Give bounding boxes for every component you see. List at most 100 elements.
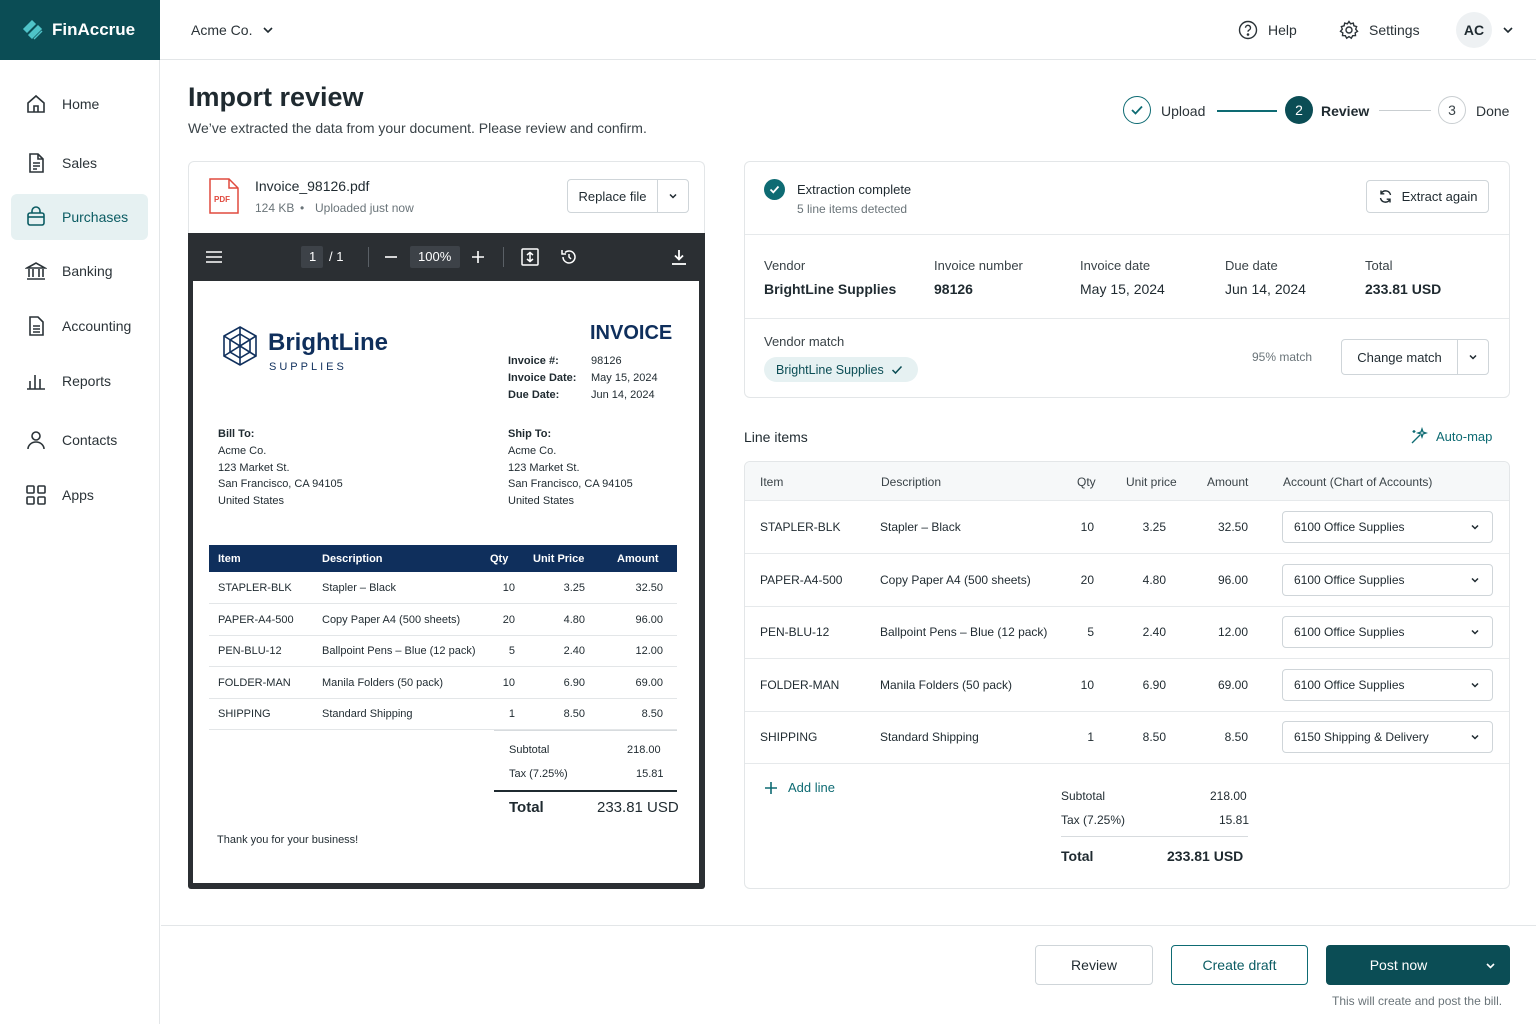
- account-select[interactable]: 6150 Shipping & Delivery: [1282, 721, 1493, 753]
- chevron-down-icon: [1471, 524, 1479, 530]
- invoice-cell: SHIPPING: [218, 708, 271, 720]
- avatar[interactable]: AC: [1456, 12, 1492, 48]
- settings-button[interactable]: Settings: [1339, 0, 1420, 60]
- account-select[interactable]: 6100 Office Supplies: [1282, 616, 1493, 648]
- zoom-level[interactable]: 100%: [418, 249, 452, 264]
- page-number-input-bg: [301, 246, 323, 268]
- invoice-row-divider: [209, 603, 677, 604]
- field-value-due-date[interactable]: Jun 14, 2024: [1225, 281, 1306, 297]
- chevron-down-icon: [669, 193, 677, 199]
- invoice-col-header: Unit Price: [533, 553, 585, 565]
- invoice-meta-label: Invoice #:: [508, 355, 559, 367]
- row-divider: [745, 710, 1509, 712]
- replace-file-menu-button[interactable]: [657, 179, 689, 213]
- tax-label: Tax (7.25%): [1061, 813, 1126, 827]
- sidebar-item-banking[interactable]: Banking: [11, 248, 148, 294]
- top-bar: [160, 0, 1536, 60]
- page-number-input[interactable]: 1: [309, 249, 317, 264]
- invoice-cell: Standard Shipping: [322, 708, 413, 720]
- download-icon[interactable]: [670, 248, 688, 266]
- step-connector: [1379, 110, 1431, 111]
- cell-description: Stapler – Black: [880, 520, 961, 534]
- create-draft-button[interactable]: Create draft: [1171, 945, 1308, 985]
- totals-divider: [1061, 836, 1248, 837]
- sidebar-item-sales[interactable]: Sales: [11, 140, 148, 186]
- sidebar-item-accounting[interactable]: Accounting: [11, 303, 148, 349]
- post-now-menu-button[interactable]: [1471, 945, 1510, 985]
- change-match-button[interactable]: Change match: [1341, 339, 1458, 375]
- sidebar-item-purchases[interactable]: Purchases: [11, 194, 148, 240]
- sidebar-item-home[interactable]: Home: [11, 81, 148, 127]
- account-select[interactable]: 6100 Office Supplies: [1282, 563, 1493, 596]
- step-upload-label: Upload: [1161, 103, 1206, 119]
- invoice-cell: 4.80: [563, 613, 585, 626]
- vendor-match-chip[interactable]: BrightLine Supplies: [764, 357, 918, 382]
- invoice-cell: 12.00: [635, 645, 663, 657]
- col-header-amount: Amount: [1207, 475, 1249, 489]
- invoice-row-divider: [209, 634, 677, 636]
- help-button[interactable]: Help: [1238, 0, 1297, 60]
- invoice-cell: 1: [508, 708, 515, 720]
- bank-icon: [25, 262, 47, 280]
- file-name: Invoice_98126.pdf: [255, 178, 370, 194]
- auto-map-button[interactable]: Auto-map: [1410, 427, 1492, 445]
- tax-value: 15.81: [1219, 813, 1250, 827]
- field-value-invoice-number[interactable]: 98126: [934, 281, 973, 297]
- cell-description: Copy Paper A4 (500 sheets): [880, 572, 1031, 587]
- replace-file-button[interactable]: Replace file: [567, 179, 658, 213]
- chevron-down-icon: [1486, 962, 1495, 969]
- account-select[interactable]: 6100 Office Supplies: [1282, 511, 1493, 543]
- bill-to-line: United States: [218, 495, 285, 507]
- bill-to-line: Acme Co.: [218, 445, 267, 457]
- invoice-cell: 6.90: [563, 676, 585, 689]
- divider: [745, 318, 1509, 319]
- sparkle-icon: [1411, 427, 1428, 444]
- extraction-title: Extraction complete: [797, 182, 912, 197]
- cell-qty: 20: [1080, 572, 1094, 587]
- sidebar-item-label: Banking: [62, 263, 113, 279]
- company-name: Acme Co.: [191, 22, 253, 38]
- sidebar-item-apps[interactable]: Apps: [11, 472, 148, 518]
- post-now-button[interactable]: Post now: [1369, 957, 1428, 973]
- check-icon: [891, 365, 902, 374]
- col-header-description: Description: [881, 475, 942, 489]
- sidebar-item-contacts[interactable]: Contacts: [11, 417, 148, 463]
- subtotal-label: Subtotal: [1061, 789, 1106, 803]
- account-select[interactable]: 6100 Office Supplies: [1282, 668, 1493, 701]
- field-value-invoice-date[interactable]: May 15, 2024: [1080, 281, 1165, 297]
- change-match-menu-button[interactable]: [1457, 339, 1489, 375]
- zoom-out-icon[interactable]: [384, 250, 398, 264]
- grid-icon: [26, 485, 46, 505]
- field-label-total: Total: [1365, 258, 1393, 273]
- invoice-row-divider: [209, 697, 677, 699]
- toolbar-divider: [368, 247, 369, 267]
- gear-icon: [1339, 20, 1359, 40]
- zoom-in-icon[interactable]: [471, 250, 485, 264]
- company-switcher[interactable]: Acme Co.: [191, 0, 274, 60]
- fit-page-icon[interactable]: [521, 248, 539, 266]
- rotate-icon[interactable]: [559, 247, 579, 267]
- account-menu-chevron-icon[interactable]: [1502, 24, 1514, 36]
- invoice-subtotal-value: 218.00: [627, 744, 661, 756]
- sidebar-item-reports[interactable]: Reports: [11, 358, 148, 404]
- cell-item: SHIPPING: [760, 730, 818, 744]
- account-select-value: 6100 Office Supplies: [1294, 677, 1405, 692]
- app-logo[interactable]: FinAccrue: [0, 0, 160, 60]
- add-line-button[interactable]: Add line: [764, 780, 835, 795]
- upload-status: Uploaded just now: [315, 201, 414, 215]
- review-button[interactable]: Review: [1035, 945, 1153, 985]
- invoice-cell: Manila Folders (50 pack): [322, 676, 444, 689]
- invoice-cell: 10: [502, 676, 515, 689]
- col-header-account: Account (Chart of Accounts): [1283, 475, 1433, 489]
- cell-unit-price: 2.40: [1142, 625, 1166, 639]
- field-value-vendor[interactable]: BrightLine Supplies: [764, 281, 897, 297]
- invoice-cell: PEN-BLU-12: [218, 645, 282, 657]
- field-value-total[interactable]: 233.81 USD: [1365, 281, 1442, 297]
- pdf-file-icon: [209, 178, 239, 214]
- cell-item: STAPLER-BLK: [760, 520, 841, 534]
- bill-to-line: 123 Market St.: [218, 462, 290, 474]
- extract-again-button[interactable]: Extract again: [1366, 180, 1489, 213]
- cell-qty: 10: [1080, 677, 1094, 692]
- menu-icon[interactable]: [205, 249, 223, 265]
- total-divider: [494, 790, 677, 792]
